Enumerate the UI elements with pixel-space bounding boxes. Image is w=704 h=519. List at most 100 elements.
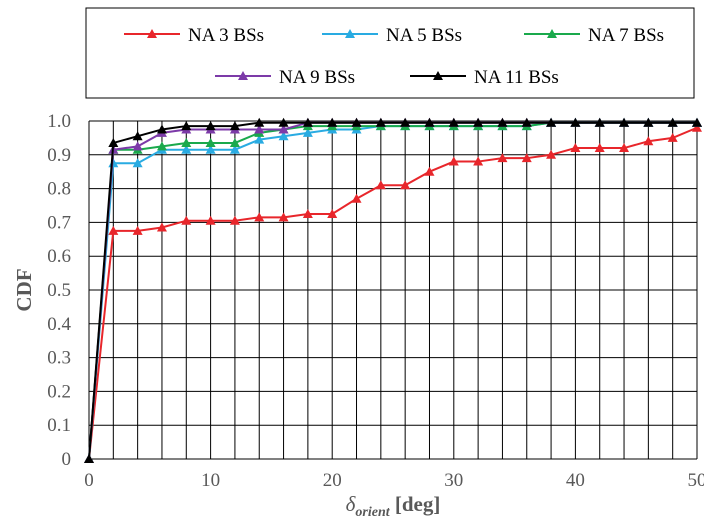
legend-entry-na-5-bss: NA 5 BSs <box>322 25 462 46</box>
data-point-marker <box>400 117 411 127</box>
x-axis-label-subscript: orient <box>355 505 390 519</box>
data-point-marker <box>302 127 313 137</box>
data-point-marker <box>473 117 484 127</box>
data-point-marker <box>351 193 362 203</box>
data-point-marker <box>375 117 386 127</box>
data-point-marker <box>108 137 119 147</box>
data-point-marker <box>570 143 581 153</box>
legend-swatch-marker <box>547 29 557 38</box>
data-point-marker <box>254 124 265 134</box>
data-point-marker <box>594 143 605 153</box>
data-point-marker <box>108 225 119 235</box>
data-point-marker <box>278 124 289 134</box>
legend-label: NA 11 BSs <box>474 67 559 88</box>
legend: NA 3 BSs NA 5 BSs NA 7 BSs NA 9 BSs NA 11 BS… <box>85 7 695 99</box>
data-point-marker <box>229 144 240 154</box>
data-point-marker <box>546 149 557 159</box>
legend-entry-na-7-bss: NA 7 BSs <box>524 25 664 46</box>
data-point-marker <box>497 153 508 163</box>
x-axis-label-unit: [deg] <box>390 492 441 516</box>
y-tick-label: 1.0 <box>47 111 71 132</box>
data-point-marker <box>229 121 240 131</box>
legend-entry-na-9-bss: NA 9 BSs <box>215 67 355 88</box>
series-line <box>88 121 697 460</box>
series-line <box>88 126 698 460</box>
data-point-marker <box>473 156 484 166</box>
data-point-marker <box>254 134 265 144</box>
legend-entry-na-3-bss: NA 3 BSs <box>124 25 264 46</box>
legend-entry-na-11-bss: NA 11 BSs <box>410 67 559 88</box>
legend-swatch-marker <box>433 71 443 80</box>
grid <box>88 120 698 460</box>
data-point-marker <box>84 454 94 463</box>
legend-swatch-marker <box>345 29 355 38</box>
y-tick-label: 0.2 <box>47 381 71 402</box>
legend-label: NA 5 BSs <box>386 25 462 46</box>
x-tick-label: 0 <box>84 470 94 491</box>
data-point-marker <box>278 117 289 127</box>
data-point-marker <box>205 215 216 225</box>
y-tick-label: 0.5 <box>47 280 71 301</box>
data-point-marker <box>619 117 630 127</box>
data-point-marker <box>181 144 192 154</box>
legend-label: NA 9 BSs <box>279 67 355 88</box>
legend-swatch-marker <box>147 29 157 38</box>
y-tick-label: 0.3 <box>47 348 71 369</box>
data-point-marker <box>692 122 702 132</box>
legend-box <box>85 7 695 99</box>
data-point-marker <box>156 141 167 151</box>
data-point-marker <box>424 117 435 127</box>
data-point-marker <box>302 117 313 127</box>
data-point-marker <box>156 222 167 232</box>
data-point-marker <box>205 144 216 154</box>
data-point-marker <box>497 117 508 127</box>
y-tick-label: 0.7 <box>47 212 71 233</box>
x-tick-label: 40 <box>566 470 585 491</box>
x-axis-label: δorient [deg] <box>346 492 441 519</box>
y-tick-label: 0.9 <box>47 145 71 166</box>
data-point-marker <box>229 215 240 225</box>
data-point-marker <box>619 143 630 153</box>
data-point-marker <box>205 137 216 147</box>
data-point-marker <box>448 156 459 166</box>
x-tick-label: 10 <box>201 470 220 491</box>
data-point-marker <box>448 117 459 127</box>
data-point-marker <box>424 166 435 176</box>
data-point-marker <box>254 117 265 127</box>
data-point-marker <box>181 137 192 147</box>
y-tick-label: 0.4 <box>47 314 71 335</box>
legend-label: NA 7 BSs <box>588 25 664 46</box>
y-tick-label: 0.1 <box>47 415 71 436</box>
data-point-marker <box>570 117 581 127</box>
data-point-marker <box>205 121 216 131</box>
data-point-marker <box>667 117 678 127</box>
data-point-marker <box>132 158 143 168</box>
data-point-marker <box>278 131 289 141</box>
data-point-marker <box>546 117 557 127</box>
data-point-marker <box>521 153 532 163</box>
tick-labels: 0 0.1 0.2 0.3 0.4 0.5 0.6 0.7 0.8 0.9 1.0 0 10 20 30 40… <box>47 111 704 491</box>
data-point-marker <box>229 137 240 147</box>
data-point-marker <box>132 141 143 151</box>
series-na-3-bss <box>84 122 702 463</box>
data-point-marker <box>375 180 386 190</box>
data-point-marker <box>181 215 192 225</box>
data-point-marker <box>181 121 192 131</box>
data-point-marker <box>327 208 338 218</box>
y-tick-label: 0.8 <box>47 179 71 200</box>
data-point-marker <box>643 136 654 146</box>
data-point-marker <box>351 117 362 127</box>
data-point-marker <box>667 132 678 142</box>
data-point-marker <box>400 180 411 190</box>
x-axis-label-symbol: δ <box>346 492 357 516</box>
legend-label: NA 3 BSs <box>188 25 264 46</box>
y-axis-label: CDF <box>12 268 36 311</box>
data-point-marker <box>156 124 167 134</box>
series-lines <box>84 117 702 463</box>
data-point-marker <box>692 117 702 127</box>
data-point-marker <box>278 212 289 222</box>
data-point-marker <box>302 208 313 218</box>
x-tick-label: 30 <box>444 470 463 491</box>
data-point-marker <box>521 117 532 127</box>
